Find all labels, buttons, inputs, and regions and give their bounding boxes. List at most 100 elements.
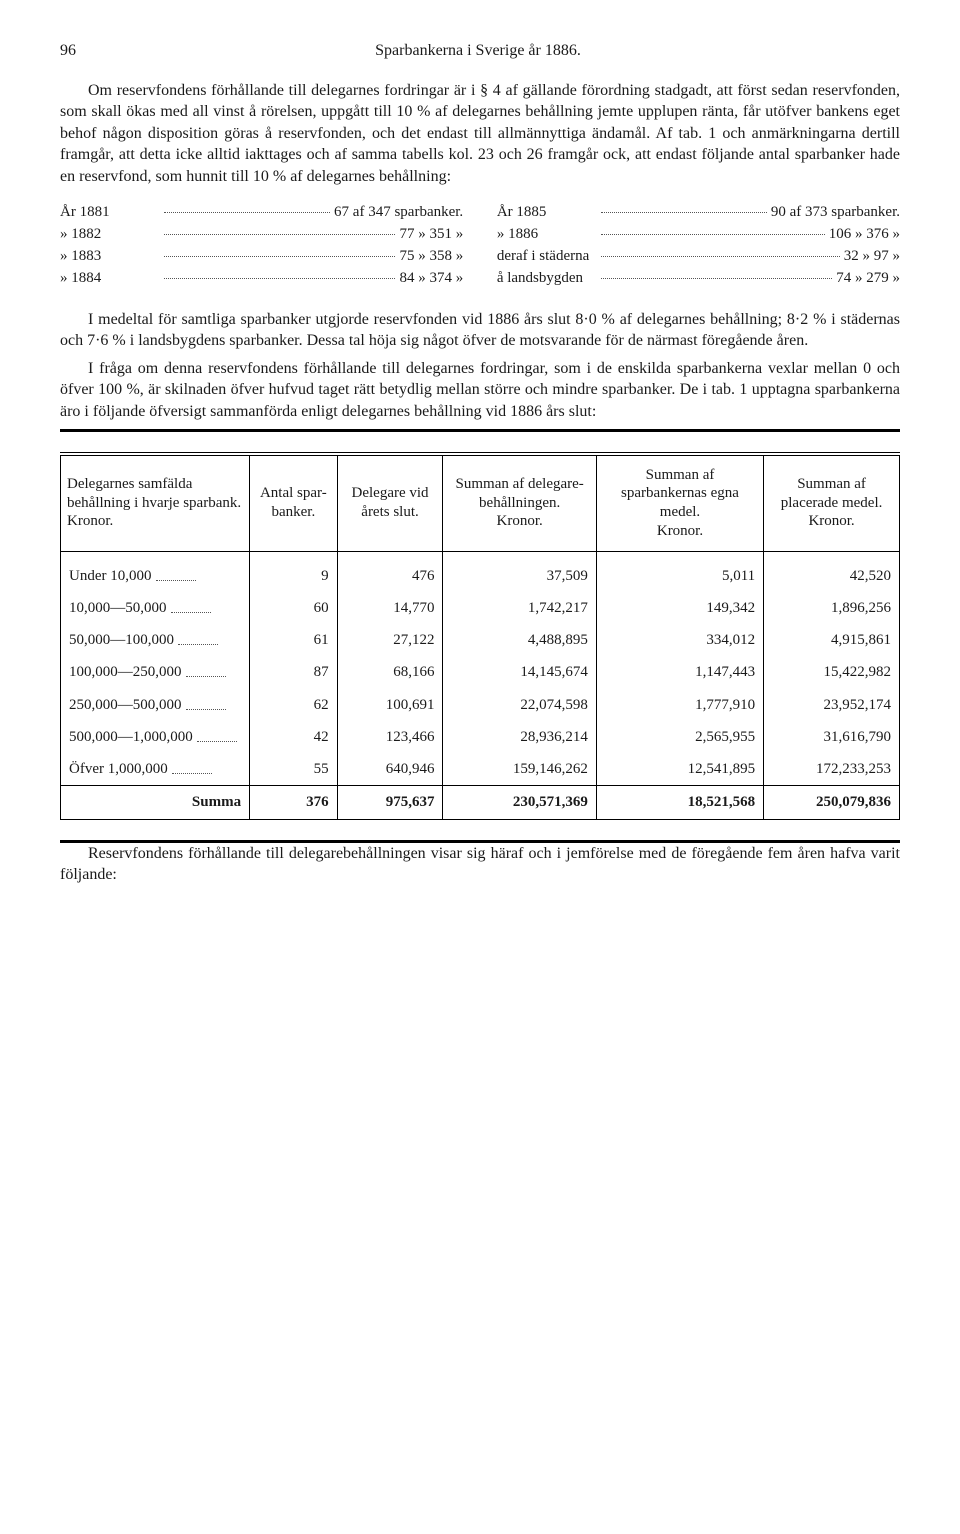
dot-leader: [171, 604, 211, 613]
table-cell: 334,012: [596, 624, 763, 656]
year-row: » 1884 84 » 374 »: [60, 268, 463, 288]
table-cell: 68,166: [337, 656, 443, 688]
year-label: » 1884: [60, 268, 160, 288]
table-sum-cell: 376: [250, 786, 337, 819]
year-label: å landsbygden: [497, 268, 597, 288]
table-row: 250,000—500,00062100,69122,074,5981,777,…: [61, 689, 900, 721]
year-value: 77 » 351 »: [399, 224, 463, 244]
table-column-header: Summan af sparbankernas egna medel.Krono…: [596, 454, 763, 552]
year-row: » 1883 75 » 358 »: [60, 246, 463, 266]
table-cell: 50,000—100,000: [61, 624, 250, 656]
table-cell: 28,936,214: [443, 721, 596, 753]
table-cell: 159,146,262: [443, 753, 596, 786]
table-body: Under 10,000947637,5095,01142,52010,000—…: [61, 551, 900, 819]
page-number: 96: [60, 40, 76, 62]
table-cell: 23,952,174: [764, 689, 900, 721]
table-cell: 87: [250, 656, 337, 688]
summary-table: Delegarnes samfälda behållning i hvarje …: [60, 452, 900, 820]
dot-leader: [197, 733, 237, 742]
table-cell: 61: [250, 624, 337, 656]
table-cell: 14,770: [337, 592, 443, 624]
year-label: » 1883: [60, 246, 160, 266]
table-cell: 1,896,256: [764, 592, 900, 624]
year-value: 90 af 373 sparbanker.: [771, 202, 900, 222]
table-cell: 1,147,443: [596, 656, 763, 688]
dot-leader: [601, 246, 840, 257]
dot-leader: [156, 572, 196, 581]
year-label: » 1882: [60, 224, 160, 244]
table-cell: 2,565,955: [596, 721, 763, 753]
table-column-header: Delegarnes samfälda behållning i hvarje …: [61, 454, 250, 552]
table-cell: 55: [250, 753, 337, 786]
table-cell: 15,422,982: [764, 656, 900, 688]
table-cell: 22,074,598: [443, 689, 596, 721]
table-sum-cell: 250,079,836: [764, 786, 900, 819]
table-cell: Under 10,000: [61, 551, 250, 592]
dot-leader: [601, 224, 825, 235]
year-row: År 188590 af 373 sparbanker.: [497, 202, 900, 222]
table-column-header: Summan af placerade medel.Kronor.: [764, 454, 900, 552]
dot-leader: [601, 268, 832, 279]
table-column-header: Antal spar-banker.: [250, 454, 337, 552]
year-value: 106 » 376 »: [829, 224, 900, 244]
table-cell: 31,616,790: [764, 721, 900, 753]
year-row: deraf i städerna 32 » 97 »: [497, 246, 900, 266]
year-value: 67 af 347 sparbanker.: [334, 202, 463, 222]
year-row: » 1886106 » 376 »: [497, 224, 900, 244]
year-value: 74 » 279 »: [836, 268, 900, 288]
table-row: 100,000—250,0008768,16614,145,6741,147,4…: [61, 656, 900, 688]
year-label: deraf i städerna: [497, 246, 597, 266]
table-cell: 250,000—500,000: [61, 689, 250, 721]
table-cell: 172,233,253: [764, 753, 900, 786]
table-column-header: Summan af delegare-behållningen.Kronor.: [443, 454, 596, 552]
table-sum-cell: 18,521,568: [596, 786, 763, 819]
table-row: 50,000—100,0006127,1224,488,895334,0124,…: [61, 624, 900, 656]
paragraph-4: Reservfondens förhållande till delegareb…: [60, 843, 900, 886]
table-cell: 4,488,895: [443, 624, 596, 656]
table-cell: 10,000—50,000: [61, 592, 250, 624]
dot-leader: [164, 224, 395, 235]
table-cell: 1,742,217: [443, 592, 596, 624]
table-cell: 149,342: [596, 592, 763, 624]
paragraph-2: I medeltal för samtliga sparbanker utgjo…: [60, 309, 900, 352]
year-row: å landsbygden 74 » 279 »: [497, 268, 900, 288]
table-cell: 640,946: [337, 753, 443, 786]
table-row: Öfver 1,000,00055640,946159,146,26212,54…: [61, 753, 900, 786]
dot-leader: [186, 668, 226, 677]
table-sum-cell: 975,637: [337, 786, 443, 819]
table-cell: 500,000—1,000,000: [61, 721, 250, 753]
dot-leader: [601, 202, 767, 213]
table-cell: 42: [250, 721, 337, 753]
table-row: 500,000—1,000,00042123,46628,936,2142,56…: [61, 721, 900, 753]
table-column-header: Delegare vid årets slut.: [337, 454, 443, 552]
table-cell: Öfver 1,000,000: [61, 753, 250, 786]
table-cell: 37,509: [443, 551, 596, 592]
year-label: År 1881: [60, 202, 160, 222]
year-value: 84 » 374 »: [399, 268, 463, 288]
year-value: 32 » 97 »: [844, 246, 900, 266]
table-cell: 14,145,674: [443, 656, 596, 688]
table-cell: 60: [250, 592, 337, 624]
table-cell: 62: [250, 689, 337, 721]
dot-leader: [164, 202, 330, 213]
table-row: Under 10,000947637,5095,01142,520: [61, 551, 900, 592]
table-sum-cell: 230,571,369: [443, 786, 596, 819]
table-cell: 42,520: [764, 551, 900, 592]
table-sum-row: Summa376975,637230,571,36918,521,568250,…: [61, 786, 900, 819]
year-value: 75 » 358 »: [399, 246, 463, 266]
dot-leader: [164, 246, 395, 257]
table-cell: 12,541,895: [596, 753, 763, 786]
table-row: 10,000—50,0006014,7701,742,217149,3421,8…: [61, 592, 900, 624]
year-statistics-block: År 1881 67 af 347 sparbanker. » 1882 77 » 3…: [60, 202, 900, 291]
table-cell: 27,122: [337, 624, 443, 656]
table-cell: 100,000—250,000: [61, 656, 250, 688]
year-row: År 1881 67 af 347 sparbanker.: [60, 202, 463, 222]
table-cell: 476: [337, 551, 443, 592]
table-cell: 123,466: [337, 721, 443, 753]
paragraph-3: I fråga om denna reservfondens förhållan…: [60, 358, 900, 423]
table-cell: 100,691: [337, 689, 443, 721]
table-cell: 5,011: [596, 551, 763, 592]
table-cell: 1,777,910: [596, 689, 763, 721]
dot-leader: [178, 636, 218, 645]
dot-leader: [172, 765, 212, 774]
